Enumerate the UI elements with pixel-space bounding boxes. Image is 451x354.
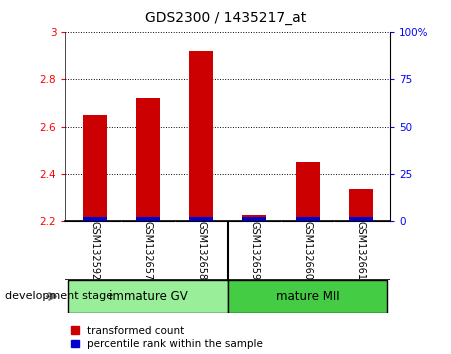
Bar: [83, 217, 106, 221]
Bar: [136, 98, 160, 221]
Bar: [349, 217, 373, 221]
Bar: [83, 115, 106, 221]
Legend: transformed count, percentile rank within the sample: transformed count, percentile rank withi…: [71, 326, 263, 349]
Bar: [68, 280, 228, 313]
Text: GSM132592: GSM132592: [90, 221, 100, 280]
Bar: [189, 51, 213, 221]
Text: mature MII: mature MII: [276, 290, 340, 303]
Text: GSM132661: GSM132661: [356, 221, 366, 280]
Text: GSM132659: GSM132659: [249, 221, 259, 280]
Text: GSM132658: GSM132658: [196, 221, 206, 280]
Bar: [349, 189, 373, 221]
Text: immature GV: immature GV: [109, 290, 187, 303]
Bar: [295, 162, 320, 221]
Bar: [136, 217, 160, 221]
Bar: [242, 215, 267, 221]
Text: GSM132660: GSM132660: [303, 221, 313, 280]
Bar: [295, 217, 320, 221]
Bar: [189, 217, 213, 221]
Text: development stage: development stage: [5, 291, 113, 302]
Text: GSM132657: GSM132657: [143, 221, 153, 280]
Bar: [228, 280, 387, 313]
Bar: [242, 217, 267, 221]
Text: GDS2300 / 1435217_at: GDS2300 / 1435217_at: [145, 11, 306, 25]
